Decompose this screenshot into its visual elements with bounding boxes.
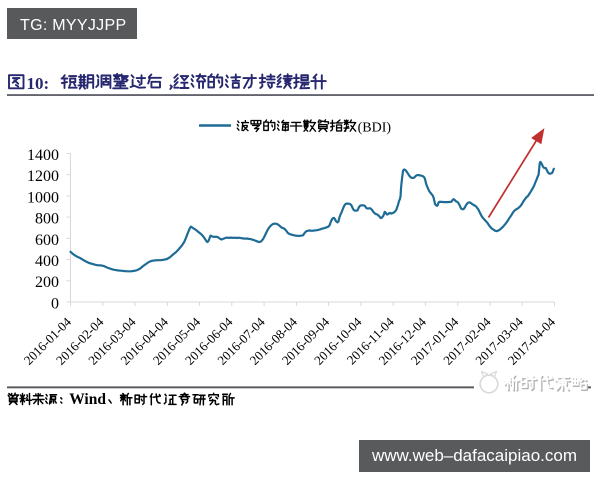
svg-text:1200: 1200 [27,168,59,185]
svg-text:10:: 10: [27,74,50,93]
svg-text:0: 0 [51,295,59,312]
svg-text:600: 600 [35,232,59,249]
svg-text:800: 800 [35,211,59,228]
svg-text:1400: 1400 [27,147,59,164]
svg-text:(BDI): (BDI) [358,121,392,136]
svg-text:Wind: Wind [69,391,106,408]
svg-text:200: 200 [35,274,59,291]
svg-text:400: 400 [35,253,59,270]
svg-text:1000: 1000 [27,189,59,206]
